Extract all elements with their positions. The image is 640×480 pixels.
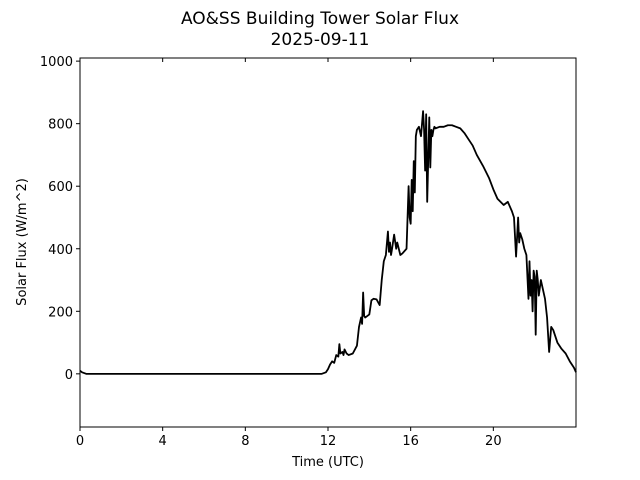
y-axis-label: Solar Flux (W/m^2) [15,178,30,306]
x-tick-label: 8 [241,434,249,449]
y-tick-label: 400 [48,243,73,258]
y-axis: 0 200 400 600 800 1000 [40,55,80,383]
x-axis-label: Time (UTC) [291,455,364,470]
plot-area [80,58,576,427]
solar-flux-line [79,110,577,375]
x-tick-label: 4 [159,434,167,449]
y-tick-label: 200 [48,305,73,320]
x-tick-label: 12 [320,434,337,449]
y-tick-label: 800 [48,118,73,133]
y-tick-label: 0 [65,368,73,383]
x-tick-label: 20 [485,434,502,449]
y-tick-label: 1000 [40,55,73,70]
x-tick-label: 16 [402,434,419,449]
x-tick-label: 0 [76,434,84,449]
chart-title: AO&SS Building Tower Solar Flux [181,9,459,29]
plot-frame [79,57,577,428]
x-axis: 0 4 8 12 16 20 [76,58,502,449]
chart-subtitle: 2025-09-11 [271,30,370,50]
y-tick-label: 600 [48,180,73,195]
